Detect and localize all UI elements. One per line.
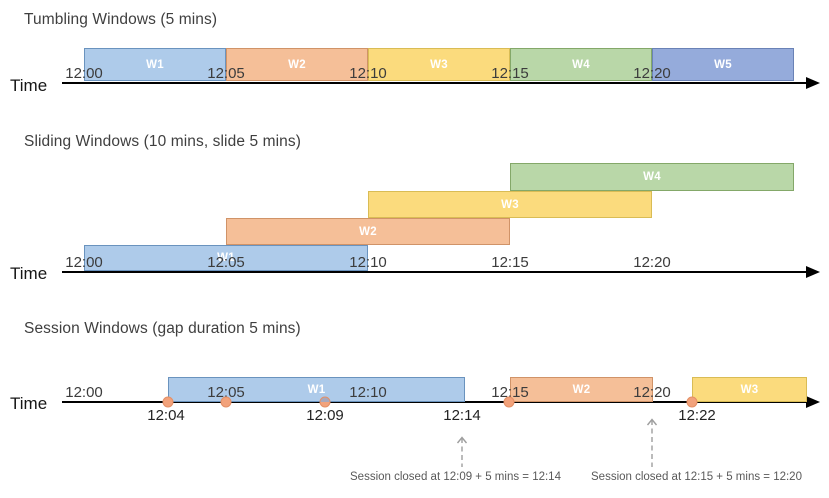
session-window-w1: W1 xyxy=(168,377,465,402)
event-dot xyxy=(220,396,232,408)
window-label: W3 xyxy=(430,58,448,71)
window-label: W4 xyxy=(643,171,661,183)
tick-label: 12:00 xyxy=(65,384,103,401)
event-dot xyxy=(319,396,331,408)
tick-label: 12:10 xyxy=(349,65,387,82)
window-label: W3 xyxy=(501,198,519,211)
tumbling-window-w1: W1 xyxy=(84,48,226,81)
tick-label: 12:20 xyxy=(633,254,671,271)
window-label: W1 xyxy=(217,252,235,264)
tumbling-section-title: Tumbling Windows (5 mins) xyxy=(24,11,218,28)
sliding-window-w2: W2 xyxy=(226,218,510,245)
event-dot xyxy=(686,396,698,408)
sliding-time-axis xyxy=(62,271,808,273)
event-dot xyxy=(162,396,174,408)
tick-label: 12:15 xyxy=(491,384,529,401)
tick-label: 12:05 xyxy=(207,384,245,401)
session-window-w3: W3 xyxy=(692,377,807,402)
tumbling-window-w5: W5 xyxy=(652,48,794,81)
sliding-section-title: Sliding Windows (10 mins, slide 5 mins) xyxy=(24,133,301,150)
tick-label: 12:15 xyxy=(491,65,529,82)
tick-label: 12:15 xyxy=(491,254,529,271)
annotation-up-arrow-icon xyxy=(646,418,658,467)
session-closed-annotation: Session closed at 12:09 + 5 mins = 12:14 xyxy=(350,471,561,483)
tumbling-axis-arrowhead-icon xyxy=(806,77,820,89)
window-label: W2 xyxy=(288,58,306,71)
session-time-axis-label: Time xyxy=(10,394,48,413)
annotation-up-arrow-icon xyxy=(456,436,468,467)
tumbling-window-w2: W2 xyxy=(226,48,368,81)
sliding-window-w3: W3 xyxy=(368,191,652,218)
event-time-label: 12:04 xyxy=(147,407,185,424)
tick-label: 12:20 xyxy=(633,65,671,82)
window-label: W1 xyxy=(307,383,326,396)
session-time-axis xyxy=(62,401,808,403)
session-axis-arrowhead-icon xyxy=(806,396,820,408)
event-dot xyxy=(503,396,515,408)
tick-label: 12:10 xyxy=(349,384,387,401)
sliding-axis-arrowhead-icon xyxy=(806,266,820,278)
tumbling-window-w4: W4 xyxy=(510,48,652,81)
tumbling-time-axis xyxy=(62,82,808,84)
tumbling-time-axis-label: Time xyxy=(10,76,48,95)
window-label: W1 xyxy=(146,58,164,71)
event-time-label: 12:09 xyxy=(306,407,344,424)
sliding-time-axis-label: Time xyxy=(10,264,48,283)
sliding-window-w4: W4 xyxy=(510,163,794,191)
session-window-w2: W2 xyxy=(510,377,653,402)
tick-label: 12:00 xyxy=(65,65,103,82)
tick-label: 12:00 xyxy=(65,254,103,271)
tumbling-window-w3: W3 xyxy=(368,48,510,81)
session-close-time-label: 12:14 xyxy=(443,407,481,424)
tick-label: 12:05 xyxy=(207,254,245,271)
session-section-title: Session Windows (gap duration 5 mins) xyxy=(24,320,301,337)
event-time-label: 12:22 xyxy=(678,407,716,424)
window-label: W4 xyxy=(572,58,590,71)
sliding-window-w1: W1 xyxy=(84,245,368,271)
session-closed-annotation: Session closed at 12:15 + 5 mins = 12:20 xyxy=(591,471,802,483)
tick-label: 12:10 xyxy=(349,254,387,271)
tick-label: 12:20 xyxy=(633,384,671,401)
window-label: W2 xyxy=(359,225,377,238)
tick-label: 12:05 xyxy=(207,65,245,82)
window-label: W5 xyxy=(714,58,732,71)
window-label: W3 xyxy=(740,383,759,396)
window-label: W2 xyxy=(572,383,591,396)
